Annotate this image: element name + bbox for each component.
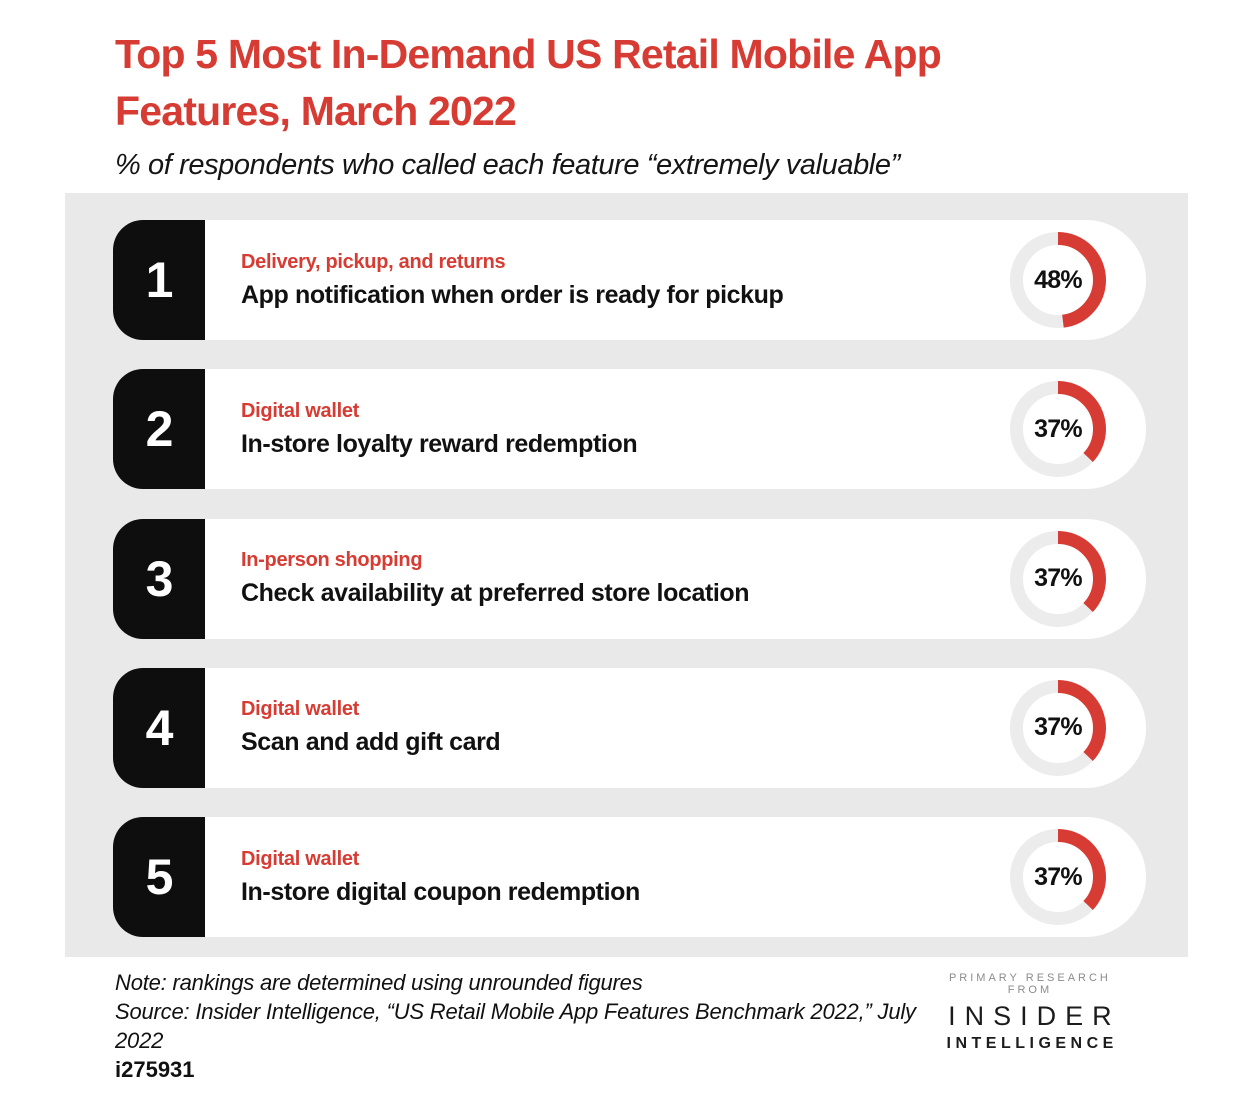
row-text: In-person shopping Check availability at… bbox=[205, 519, 1010, 639]
donut-ring-icon bbox=[1010, 530, 1106, 627]
feature-label: In-store loyalty reward redemption bbox=[241, 429, 638, 458]
donut-ring-icon bbox=[1010, 232, 1106, 328]
category-label: Digital wallet bbox=[241, 399, 360, 422]
donut-chart-5: 37% bbox=[1010, 829, 1106, 925]
donut-chart-3: 37% bbox=[1010, 530, 1106, 627]
rank-badge-1: 1 bbox=[113, 220, 205, 340]
page-subtitle: % of respondents who called each feature… bbox=[115, 149, 900, 182]
category-label: Digital wallet bbox=[241, 847, 360, 870]
donut-chart-1: 48% bbox=[1010, 232, 1106, 328]
source-line: Source: Insider Intelligence, “US Retail… bbox=[115, 999, 916, 1053]
feature-row-1: 1 Delivery, pickup, and returns App noti… bbox=[113, 220, 1146, 340]
chart-id: i275931 bbox=[115, 1057, 195, 1082]
donut-chart-2: 37% bbox=[1010, 381, 1106, 478]
donut-value-label: 37% bbox=[1034, 862, 1082, 891]
donut-ring-icon bbox=[1010, 829, 1106, 925]
rank-badge-4: 4 bbox=[113, 667, 205, 788]
row-text: Delivery, pickup, and returns App notifi… bbox=[205, 220, 1010, 340]
feature-row-2: 2 Digital wallet In-store loyalty reward… bbox=[113, 369, 1146, 490]
insider-intelligence-logo: PRIMARY RESEARCH FROM INSIDER INTELLIGEN… bbox=[929, 968, 1131, 1053]
note-line: Note: rankings are determined using unro… bbox=[115, 970, 643, 995]
donut-ring-icon bbox=[1010, 381, 1106, 478]
feature-row-3: 3 In-person shopping Check availability … bbox=[113, 518, 1146, 639]
page-title: Top 5 Most In-Demand US Retail Mobile Ap… bbox=[115, 26, 1192, 139]
feature-label: In-store digital coupon redemption bbox=[241, 877, 640, 906]
row-text: Digital wallet Scan and add gift card bbox=[205, 668, 1010, 788]
donut-chart-4: 37% bbox=[1010, 679, 1106, 776]
row-text: Digital wallet In-store loyalty reward r… bbox=[205, 369, 1010, 489]
rank-number: 1 bbox=[145, 252, 174, 308]
donut-value-label: 37% bbox=[1034, 713, 1082, 742]
footer: Note: rankings are determined using unro… bbox=[115, 968, 1131, 1084]
ranking-panel: 1 Delivery, pickup, and returns App noti… bbox=[65, 193, 1188, 957]
rank-badge-5: 5 bbox=[113, 817, 205, 937]
donut-value-label: 37% bbox=[1034, 564, 1082, 592]
rank-number: 2 bbox=[145, 401, 174, 458]
page-title-line2: Features, March 2022 bbox=[115, 87, 517, 134]
feature-label: Scan and add gift card bbox=[241, 728, 501, 757]
category-label: In-person shopping bbox=[241, 549, 423, 571]
rank-number: 3 bbox=[145, 550, 174, 607]
rank-badge-3: 3 bbox=[113, 518, 205, 639]
rank-badge-2: 2 bbox=[113, 369, 205, 490]
feature-row-5: 5 Digital wallet In-store digital coupon… bbox=[113, 817, 1146, 937]
category-label: Delivery, pickup, and returns bbox=[241, 250, 506, 273]
category-label: Digital wallet bbox=[241, 698, 360, 721]
donut-value-label: 48% bbox=[1034, 265, 1082, 294]
rank-number: 4 bbox=[145, 699, 174, 756]
logo-tagline: PRIMARY RESEARCH FROM bbox=[948, 972, 1111, 996]
feature-label: Check availability at preferred store lo… bbox=[241, 579, 750, 607]
donut-value-label: 37% bbox=[1034, 414, 1082, 443]
feature-row-4: 4 Digital wallet Scan and add gift card … bbox=[113, 667, 1146, 788]
row-text: Digital wallet In-store digital coupon r… bbox=[205, 817, 1010, 937]
logo-brand-insider: INSIDER bbox=[948, 1001, 1121, 1031]
footnotes: Note: rankings are determined using unro… bbox=[115, 968, 929, 1084]
rank-number: 5 bbox=[145, 849, 174, 905]
logo-brand-intelligence: INTELLIGENCE bbox=[946, 1035, 1118, 1052]
donut-ring-icon bbox=[1010, 679, 1106, 776]
feature-label: App notification when order is ready for… bbox=[241, 280, 784, 309]
header: Top 5 Most In-Demand US Retail Mobile Ap… bbox=[0, 0, 1252, 182]
page-title-line1: Top 5 Most In-Demand US Retail Mobile Ap… bbox=[115, 31, 942, 77]
